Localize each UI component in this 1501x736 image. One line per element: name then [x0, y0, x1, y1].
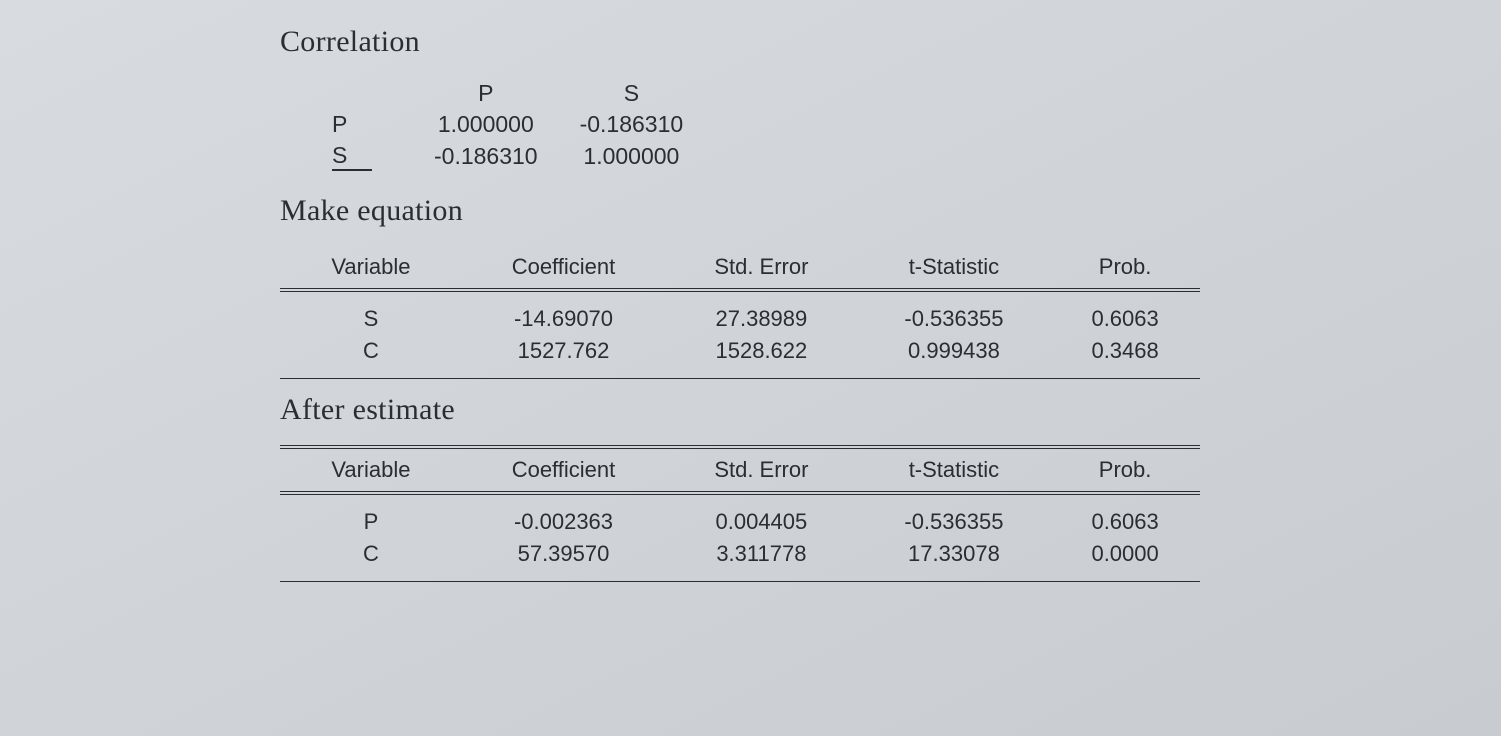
correlation-col-header: S — [560, 79, 704, 108]
correlation-cell: -0.186310 — [560, 110, 704, 139]
cell-coefficient: 57.39570 — [462, 538, 665, 582]
cell-prob: 0.6063 — [1050, 493, 1200, 538]
cell-t-statistic: 0.999438 — [858, 335, 1051, 379]
cell-coefficient: 1527.762 — [462, 335, 665, 379]
correlation-cell: 1.000000 — [414, 110, 558, 139]
correlation-heading: Correlation — [280, 25, 1221, 59]
col-prob: Prob. — [1050, 246, 1200, 290]
cell-coefficient: -14.69070 — [462, 290, 665, 335]
cell-variable: P — [280, 493, 462, 538]
correlation-table: P S P 1.000000 -0.186310 S -0.186310 1.0… — [310, 77, 705, 174]
cell-variable: S — [280, 290, 462, 335]
cell-prob: 0.6063 — [1050, 290, 1200, 335]
regression-header-row: Variable Coefficient Std. Error t-Statis… — [280, 449, 1200, 493]
table-row: S -14.69070 27.38989 -0.536355 0.6063 — [280, 290, 1200, 335]
make-equation-table: Variable Coefficient Std. Error t-Statis… — [280, 246, 1200, 379]
correlation-row-label: P — [312, 110, 412, 139]
col-coefficient: Coefficient — [462, 449, 665, 493]
col-variable: Variable — [280, 449, 462, 493]
col-t-statistic: t-Statistic — [858, 449, 1051, 493]
cell-std-error: 27.38989 — [665, 290, 858, 335]
table-row: C 1527.762 1528.622 0.999438 0.3468 — [280, 335, 1200, 379]
cell-std-error: 0.004405 — [665, 493, 858, 538]
correlation-header-row: P S — [312, 79, 703, 108]
col-coefficient: Coefficient — [462, 246, 665, 290]
col-std-error: Std. Error — [665, 449, 858, 493]
cell-std-error: 1528.622 — [665, 335, 858, 379]
cell-t-statistic: 17.33078 — [858, 538, 1051, 582]
col-t-statistic: t-Statistic — [858, 246, 1051, 290]
cell-std-error: 3.311778 — [665, 538, 858, 582]
regression-header-row: Variable Coefficient Std. Error t-Statis… — [280, 246, 1200, 290]
correlation-col-header: P — [414, 79, 558, 108]
cell-prob: 0.3468 — [1050, 335, 1200, 379]
cell-coefficient: -0.002363 — [462, 493, 665, 538]
cell-t-statistic: -0.536355 — [858, 290, 1051, 335]
table-row: P -0.002363 0.004405 -0.536355 0.6063 — [280, 493, 1200, 538]
cell-variable: C — [280, 538, 462, 582]
correlation-corner-cell — [312, 79, 412, 108]
correlation-row-label: S — [312, 141, 412, 172]
table-row: C 57.39570 3.311778 17.33078 0.0000 — [280, 538, 1200, 582]
correlation-cell: -0.186310 — [414, 141, 558, 172]
after-estimate-heading: After estimate — [280, 393, 1221, 427]
col-variable: Variable — [280, 246, 462, 290]
cell-t-statistic: -0.536355 — [858, 493, 1051, 538]
col-std-error: Std. Error — [665, 246, 858, 290]
cell-variable: C — [280, 335, 462, 379]
make-equation-heading: Make equation — [280, 194, 1221, 228]
correlation-row: P 1.000000 -0.186310 — [312, 110, 703, 139]
correlation-cell: 1.000000 — [560, 141, 704, 172]
col-prob: Prob. — [1050, 449, 1200, 493]
after-estimate-table: Variable Coefficient Std. Error t-Statis… — [280, 449, 1200, 582]
correlation-row: S -0.186310 1.000000 — [312, 141, 703, 172]
cell-prob: 0.0000 — [1050, 538, 1200, 582]
